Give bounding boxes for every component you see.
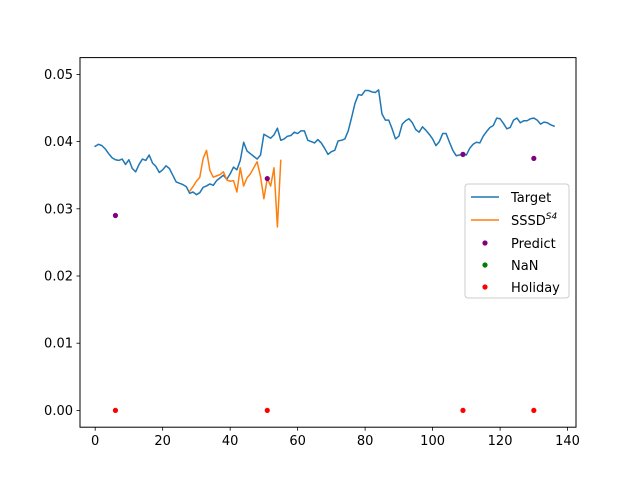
y-tick-label: 0.03 xyxy=(44,202,73,217)
x-tick-label: 20 xyxy=(154,434,171,449)
legend: Target SSSDS4 Predict NaN Holiday xyxy=(464,183,570,299)
y-axis: 0.00 0.01 0.02 0.03 0.04 0.05 xyxy=(44,68,80,419)
legend-label-text: Holiday xyxy=(511,281,560,296)
y-tick-label: 0.05 xyxy=(44,68,73,83)
legend-label-target: Target xyxy=(510,191,551,206)
legend-swatch-nan xyxy=(482,262,488,268)
point-predict xyxy=(460,151,466,157)
x-tick-label: 100 xyxy=(420,434,445,449)
legend-box xyxy=(464,183,570,299)
legend-label-text: SSSD xyxy=(511,214,546,229)
point-predict xyxy=(264,175,270,182)
y-tick-label: 0.01 xyxy=(44,337,73,352)
point-predict xyxy=(531,155,537,161)
x-axis: 0 20 40 60 80 100 120 140 xyxy=(91,427,580,449)
legend-swatch-holiday xyxy=(482,284,488,290)
x-tick-label: 80 xyxy=(357,434,374,449)
legend-label-text: Target xyxy=(510,191,551,206)
plot-area xyxy=(94,89,556,413)
point-predict xyxy=(112,212,119,219)
point-holiday xyxy=(460,407,466,413)
legend-label-sssd: SSSDS4 xyxy=(511,212,557,229)
axes-frame xyxy=(79,57,577,428)
legend-swatch-predict xyxy=(482,240,488,246)
point-holiday xyxy=(112,407,119,413)
y-tick-label: 0.02 xyxy=(44,270,73,285)
legend-label-text: NaN xyxy=(511,259,538,274)
legend-label-superscript: S4 xyxy=(546,212,558,222)
x-tick-label: 40 xyxy=(222,434,239,449)
point-holiday xyxy=(264,407,270,413)
point-holiday xyxy=(531,407,537,413)
x-tick-label: 120 xyxy=(488,434,513,449)
x-tick-label: 60 xyxy=(289,434,306,449)
legend-label-holiday: Holiday xyxy=(511,281,560,296)
y-tick-label: 0.04 xyxy=(44,135,73,150)
legend-label-predict: Predict xyxy=(511,237,556,252)
legend-label-nan: NaN xyxy=(511,259,538,274)
x-tick-label: 0 xyxy=(91,434,99,449)
y-tick-label: 0.00 xyxy=(44,404,73,419)
series-line-sssd xyxy=(188,149,282,228)
x-tick-label: 140 xyxy=(555,434,580,449)
series-line-target xyxy=(94,89,556,196)
legend-label-text: Predict xyxy=(511,237,556,252)
